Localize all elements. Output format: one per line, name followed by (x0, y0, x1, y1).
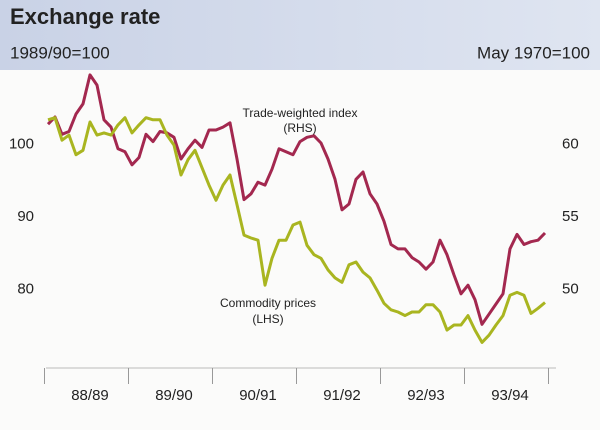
y-tick-label: 80 (17, 280, 34, 297)
annotation: (RHS) (283, 121, 316, 135)
series-line (46, 73, 547, 326)
right-axis-subtitle: May 1970=100 (477, 43, 590, 62)
annotation: Trade-weighted index (243, 106, 358, 120)
x-tick-label: 89/90 (155, 387, 193, 404)
y2-tick-label: 60 (562, 135, 579, 152)
left-axis-subtitle: 1989/90=100 (10, 43, 110, 62)
x-tick-label: 91/92 (323, 387, 361, 404)
annotation: Commodity prices (220, 296, 316, 310)
plot-background (0, 70, 600, 430)
series-line (47, 116, 546, 344)
chart-title: Exchange rate (10, 4, 160, 29)
y-tick-label: 90 (17, 208, 34, 225)
x-tick-label: 90/91 (239, 387, 277, 404)
x-tick-label: 93/94 (491, 387, 529, 404)
y-tick-label: 100 (9, 135, 34, 152)
x-tick-label: 88/89 (71, 387, 109, 404)
annotation: (LHS) (252, 312, 283, 326)
y2-tick-label: 50 (562, 280, 579, 297)
x-tick-label: 92/93 (407, 387, 445, 404)
y2-tick-label: 55 (562, 208, 579, 225)
header-band (0, 0, 600, 70)
